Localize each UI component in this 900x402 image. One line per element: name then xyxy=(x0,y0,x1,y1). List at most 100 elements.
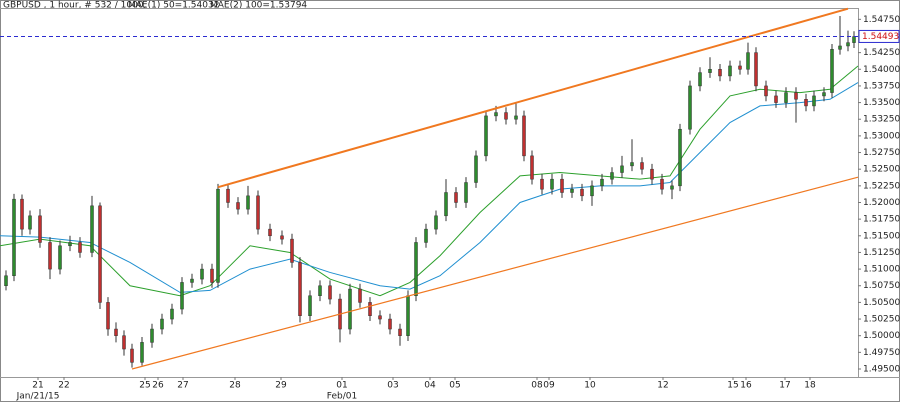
candle-body xyxy=(180,282,184,310)
y-tick-label: 1.51500 xyxy=(863,231,900,241)
x-tick-label: 01 xyxy=(336,381,347,391)
y-tick-label: 1.51250 xyxy=(863,248,900,258)
candle-body xyxy=(114,328,118,336)
candle-body xyxy=(640,162,644,170)
candle-body xyxy=(774,95,778,103)
candle-body xyxy=(630,162,634,167)
candle-body xyxy=(738,65,742,70)
x-tick-label: 18 xyxy=(804,381,816,391)
candle-body xyxy=(852,36,856,43)
candle-body xyxy=(78,242,82,253)
y-tick-label: 1.52250 xyxy=(863,181,900,191)
candle-body xyxy=(348,288,352,330)
candle-body xyxy=(406,295,410,336)
moving-average xyxy=(0,65,859,297)
candle-body xyxy=(764,85,768,97)
candle-body xyxy=(68,242,72,247)
candle-body xyxy=(58,245,62,270)
candle-body xyxy=(600,178,604,187)
candle-body xyxy=(464,182,468,203)
candle-body xyxy=(190,278,194,283)
x-tick-label: 22 xyxy=(58,381,69,391)
y-tick-label: 1.53000 xyxy=(863,131,900,141)
candle-body xyxy=(236,202,240,210)
x-tick-label: 16 xyxy=(740,381,752,391)
y-tick-label: 1.50500 xyxy=(863,298,900,308)
candle-body xyxy=(378,315,382,320)
candle-body xyxy=(130,348,134,363)
candle-body xyxy=(38,215,42,243)
candle-body xyxy=(708,69,712,73)
price-label-box xyxy=(858,29,900,43)
candle-body xyxy=(4,275,8,286)
candle-body xyxy=(794,92,798,100)
candle-body xyxy=(846,42,850,47)
candle-body xyxy=(494,112,498,117)
candle-body xyxy=(718,69,722,77)
candle-body xyxy=(246,195,250,210)
x-tick-label: 05 xyxy=(449,381,460,391)
candle-body xyxy=(48,242,52,270)
x-tick-label: 04 xyxy=(424,381,436,391)
candle-body xyxy=(290,238,294,263)
candle-body xyxy=(804,99,808,107)
candle-body xyxy=(784,92,788,103)
candle-body xyxy=(106,302,110,330)
candle-body xyxy=(754,52,758,87)
candle-body xyxy=(98,205,102,303)
trendline xyxy=(131,176,859,370)
y-tick-label: 1.52750 xyxy=(863,148,900,158)
y-tick-label: 1.53750 xyxy=(863,81,900,91)
candle-body xyxy=(522,115,526,157)
x-tick-label: 12 xyxy=(657,381,668,391)
candle-body xyxy=(358,288,362,303)
candle-body xyxy=(140,342,144,363)
candle-body xyxy=(298,262,302,316)
candle-body xyxy=(388,318,392,330)
candle-body xyxy=(12,198,16,277)
y-tick-label: 1.54750 xyxy=(863,15,900,25)
candle-body xyxy=(414,242,418,296)
candle-body xyxy=(610,172,614,180)
candle-body xyxy=(454,192,458,203)
candle-body xyxy=(590,185,594,197)
y-tick-label: 1.50250 xyxy=(863,315,900,325)
candle-body xyxy=(838,45,842,50)
candle-body xyxy=(268,228,272,237)
candle-body xyxy=(746,52,750,70)
x-tick-label: 08 xyxy=(531,381,543,391)
y-tick-label: 1.49750 xyxy=(863,348,900,358)
price-label: 1.54493 xyxy=(862,32,899,42)
candle-body xyxy=(580,188,584,197)
candle-body xyxy=(280,235,284,240)
candle-body xyxy=(226,188,230,203)
y-tick-label: 1.54250 xyxy=(863,48,900,58)
candle-body xyxy=(368,302,372,316)
candle-body xyxy=(28,215,32,230)
candle-body xyxy=(160,318,164,330)
legend-entry: MAE(1) 50=1.54032 xyxy=(128,1,219,11)
x-tick-label: 09 xyxy=(543,381,555,391)
candle-body xyxy=(474,155,478,183)
candle-body xyxy=(398,328,402,336)
candle-body xyxy=(444,192,448,217)
trendline xyxy=(217,7,849,189)
y-tick-label: 1.53250 xyxy=(863,115,900,125)
candle-body xyxy=(822,92,826,97)
candle-body xyxy=(90,205,94,253)
candle-body xyxy=(328,285,332,300)
x-tick-label: 03 xyxy=(387,381,398,391)
candle-body xyxy=(504,112,508,120)
x-sublabel: Jan/21/15 xyxy=(16,392,60,402)
x-tick-label: 17 xyxy=(779,381,790,391)
y-tick-label: 1.51000 xyxy=(863,265,900,275)
candle-body xyxy=(570,188,574,193)
legend-entry: MAE(2) 100=1.53794 xyxy=(210,1,307,11)
candle-body xyxy=(256,195,260,230)
y-tick-label: 1.50750 xyxy=(863,281,900,291)
candle-body xyxy=(650,168,654,180)
candle-body xyxy=(150,328,154,343)
candle-body xyxy=(122,335,126,350)
